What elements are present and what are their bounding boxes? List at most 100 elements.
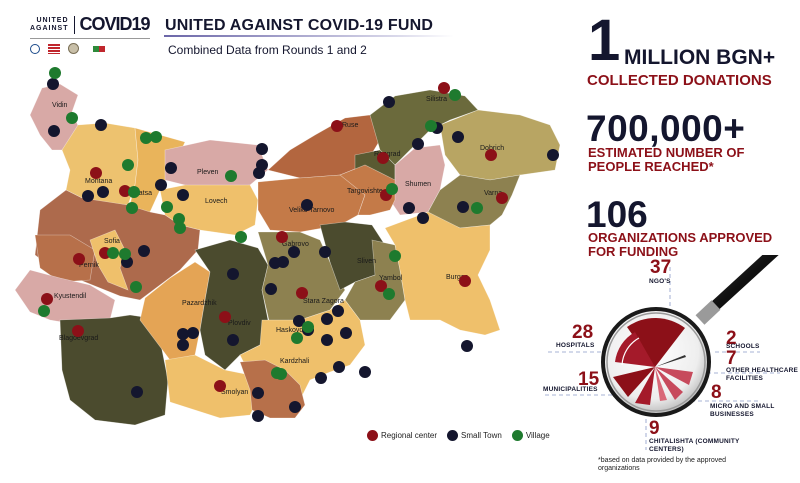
donations-unit: MILLION BGN+ <box>624 46 776 69</box>
small-town-marker-icon <box>340 327 352 339</box>
small-town-marker-icon <box>82 190 94 202</box>
legend-small-town: Small Town <box>447 430 502 441</box>
village-marker-icon <box>122 159 134 171</box>
city-label: Dobrich <box>480 145 504 152</box>
regional-center-marker-icon <box>276 231 288 243</box>
small-town-marker-icon <box>315 372 327 384</box>
america-for-bulgaria-logo <box>48 43 60 54</box>
city-label: Plovdiv <box>228 320 251 327</box>
other-healthcare-count: 7 <box>726 348 737 369</box>
partner-logos <box>30 43 150 54</box>
united-against-covid19-logo: UNITED AGAINST COVID19 <box>30 14 151 54</box>
region-dobrich <box>439 109 561 181</box>
region-sofia-city <box>89 229 129 291</box>
logo-united-against: UNITED AGAINST <box>30 17 69 33</box>
village-marker-icon <box>49 67 61 79</box>
chitalishta-count: 9 <box>649 418 660 439</box>
page-title: UNITED AGAINST COVID-19 FUND <box>165 17 434 34</box>
bulgarian-donors-forum-logo <box>30 43 40 54</box>
small-town-marker-icon <box>412 138 424 150</box>
small-town-marker-icon <box>227 334 239 346</box>
map-regions <box>14 83 561 426</box>
small-town-marker-icon <box>253 167 265 179</box>
city-label: Varna <box>484 190 502 197</box>
city-label: Pleven <box>197 169 219 176</box>
village-marker-icon <box>383 288 395 300</box>
city-label: Targovishte <box>347 188 383 195</box>
micro-small-line2: BUSINESSES <box>710 410 754 418</box>
legend-label: Regional center <box>381 431 438 440</box>
slice-other-healthcare <box>655 367 693 385</box>
small-town-marker-icon <box>457 201 469 213</box>
city-label: Gabrovo <box>282 241 309 248</box>
village-marker-icon <box>161 201 173 213</box>
region-blagoevgrad <box>59 314 169 426</box>
slice-micro-small-business <box>655 367 683 400</box>
slice-micro-small-business-2 <box>655 367 667 401</box>
organizations-label: ORGANIZATIONS APPROVED FOR FUNDING <box>588 231 772 259</box>
regional-center-marker-icon <box>296 287 308 299</box>
regional-center-marker-icon <box>41 293 53 305</box>
magnifier-pie-chart <box>545 255 780 450</box>
small-town-marker-icon <box>97 186 109 198</box>
village-marker-icon <box>140 132 152 144</box>
village-marker-icon <box>291 332 303 344</box>
city-label: Veliko Tarnovo <box>289 207 335 214</box>
donations-label: COLLECTED DONATIONS <box>587 72 772 89</box>
small-town-marker-icon <box>265 283 277 295</box>
chitalishta-line2: CENTERS) <box>649 445 684 453</box>
village-marker-icon <box>107 247 119 259</box>
small-town-marker-icon <box>177 189 189 201</box>
legend-village: Village <box>511 430 550 441</box>
logo-rule <box>30 38 150 39</box>
small-town-marker-icon <box>252 410 264 422</box>
village-marker-icon <box>449 89 461 101</box>
regional-center-marker-icon <box>485 149 497 161</box>
small-town-marker-icon <box>138 245 150 257</box>
hospitals-count: 28 <box>572 322 594 343</box>
small-town-marker-icon <box>256 143 268 155</box>
regional-center-marker-icon <box>459 275 471 287</box>
village-marker-icon <box>128 186 140 198</box>
regional-center-marker-icon <box>375 280 387 292</box>
small-town-marker-icon <box>321 334 333 346</box>
regional-center-marker-icon <box>214 380 226 392</box>
municipalities-label: MUNICIPALITIES <box>543 386 598 393</box>
city-label: Shumen <box>405 181 431 188</box>
small-town-marker-icon <box>252 387 264 399</box>
regional-center-marker-icon <box>73 253 85 265</box>
city-label: Burgas <box>446 274 469 281</box>
small-town-marker-icon <box>289 401 301 413</box>
donations-value: 1 <box>588 8 621 73</box>
people-label-line1: ESTIMATED NUMBER OF <box>588 145 745 160</box>
slice-municipalities <box>613 367 655 397</box>
footnote: *based on data provided by the approved … <box>598 457 727 472</box>
regional-center-marker-icon <box>219 311 231 323</box>
village-marker-icon <box>389 250 401 262</box>
magnifier-handle <box>695 255 779 325</box>
small-town-marker-icon <box>177 328 189 340</box>
village-marker-icon <box>174 222 186 234</box>
region-kardzhali <box>239 359 306 419</box>
city-label: Pazardzhik <box>182 300 217 307</box>
village-dot-icon <box>511 430 523 441</box>
small-town-dot-icon <box>447 430 459 441</box>
village-marker-icon <box>425 120 437 132</box>
city-label: Sliven <box>357 258 376 265</box>
map-markers <box>38 67 559 422</box>
small-town-marker-icon <box>131 386 143 398</box>
small-town-marker-icon <box>332 305 344 317</box>
city-label: Kyustendil <box>54 293 87 300</box>
small-town-marker-icon <box>403 202 415 214</box>
us-embassy-seal-logo <box>68 43 79 54</box>
hospitals-label: HOSPITALS <box>556 342 595 349</box>
regional-center-marker-icon <box>438 82 450 94</box>
city-label: Kardzhali <box>280 358 310 365</box>
organizations-value: 106 <box>586 194 648 235</box>
city-label: Blagoevgrad <box>59 335 98 342</box>
slice-schools <box>655 355 686 367</box>
village-marker-icon <box>471 202 483 214</box>
small-town-marker-icon <box>177 339 189 351</box>
city-label: Sofia <box>104 238 120 245</box>
small-town-marker-icon <box>417 212 429 224</box>
